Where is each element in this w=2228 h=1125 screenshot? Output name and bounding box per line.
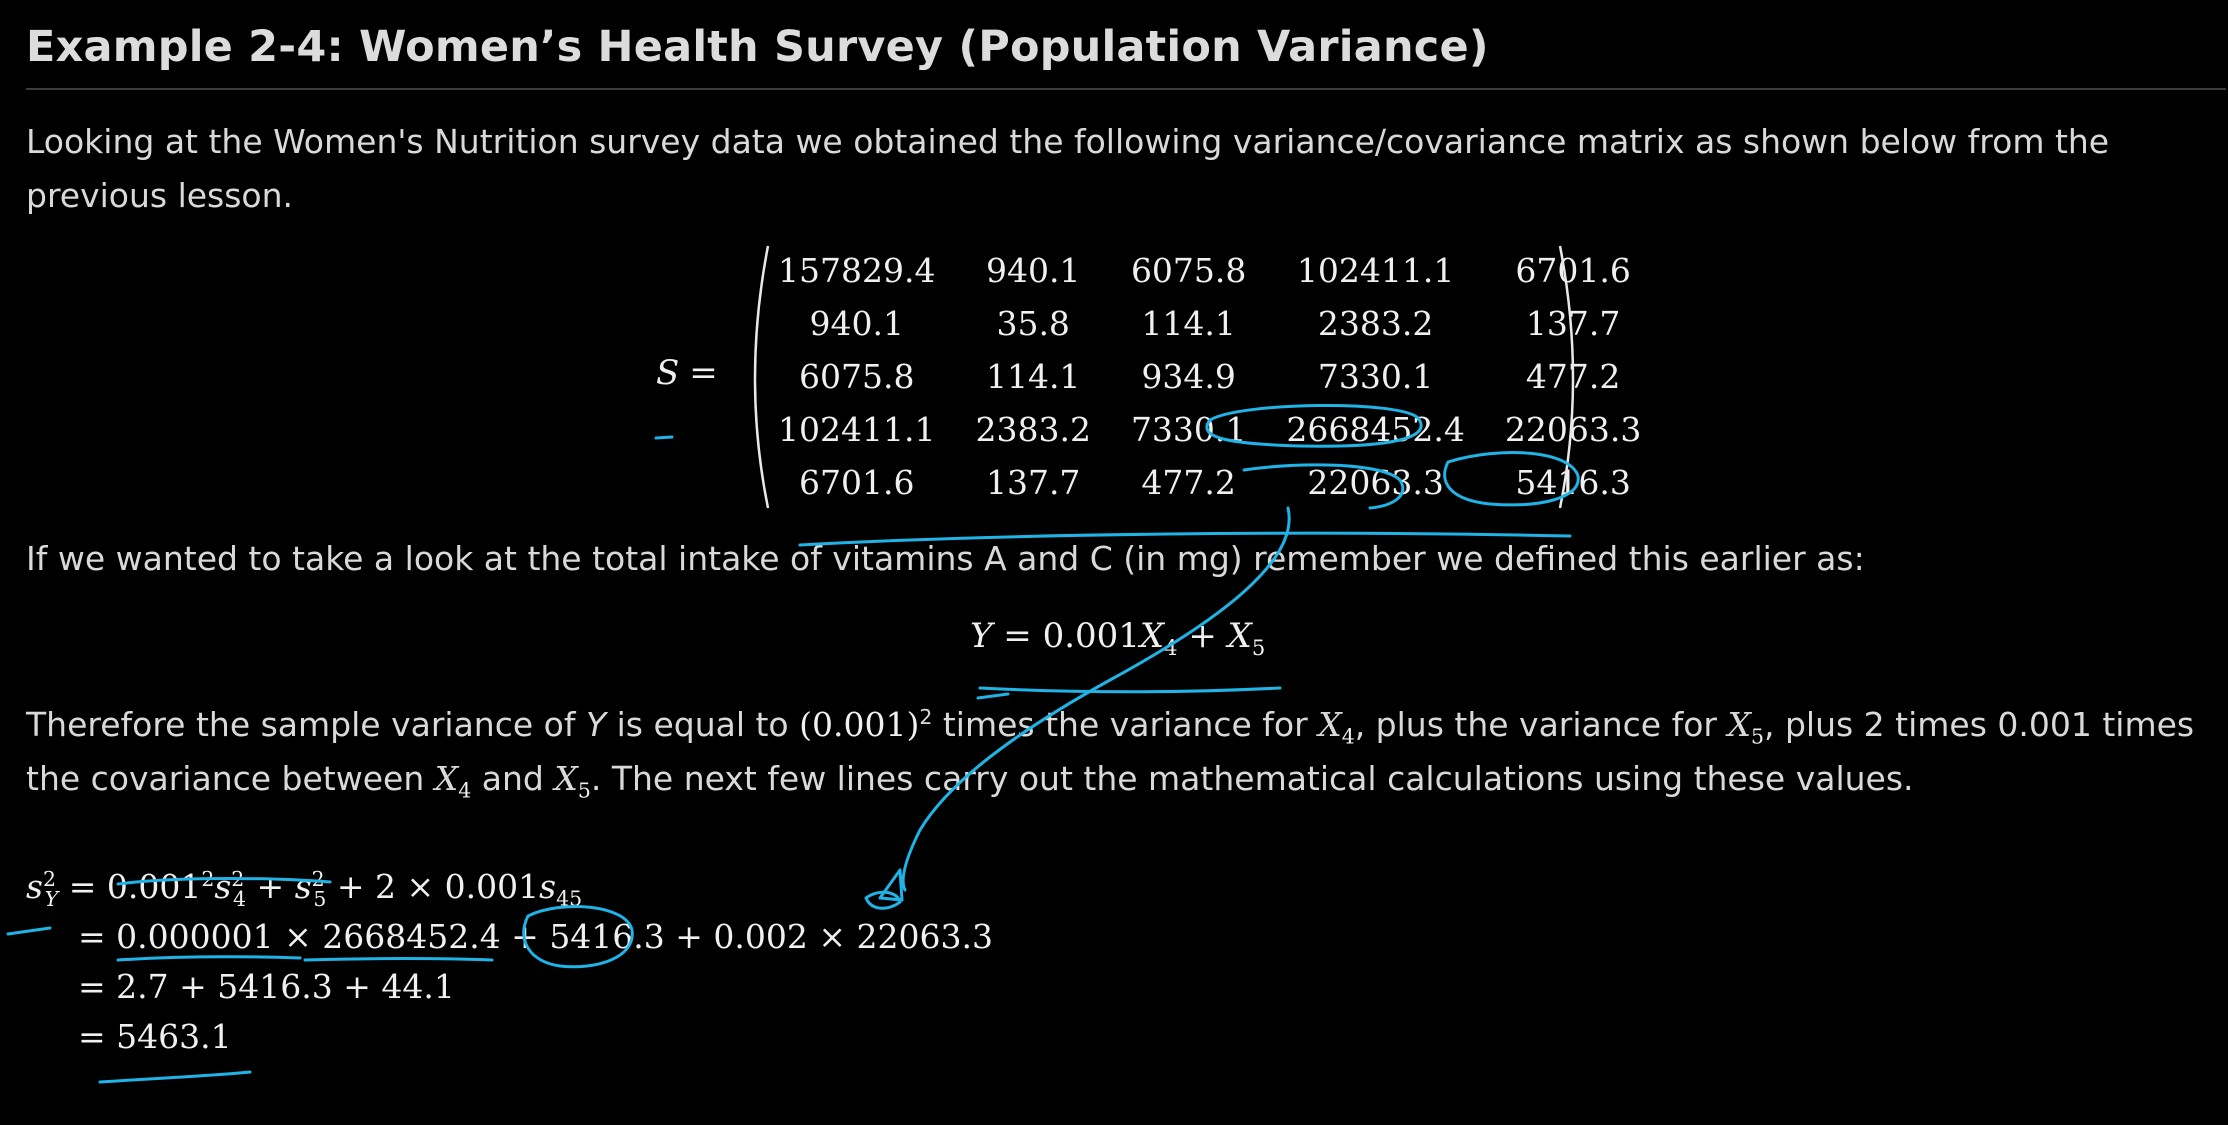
eq-y-x4: X xyxy=(1139,616,1165,656)
matrix-row: 157829.4 940.1 6075.8 102411.1 6701.6 xyxy=(758,244,1661,297)
page-title: Example 2-4: Women’s Health Survey (Popu… xyxy=(26,22,1489,72)
p3-coef: (0.001) xyxy=(799,705,920,744)
calc-coef-sup: 2 xyxy=(201,867,215,891)
calc-s5: s xyxy=(294,867,312,906)
matrix-cell: 114.1 xyxy=(1141,304,1236,343)
eq-y-plus: + xyxy=(1177,616,1228,656)
p3-text: times the variance for xyxy=(932,705,1319,744)
title-divider xyxy=(26,88,2226,90)
calc-line-2-text: = 0.000001 × 2668452.4 + 5416.3 + 0.002 … xyxy=(78,917,993,956)
calc-s5-sub: 5 xyxy=(313,886,327,911)
matrix-cell: 6701.6 xyxy=(1515,251,1631,290)
matrix-cell: 137.7 xyxy=(985,463,1081,502)
matrix-cell: 2383.2 xyxy=(975,410,1091,449)
right-paren xyxy=(1558,245,1575,509)
p3-text: Therefore the sample variance of xyxy=(26,705,586,744)
eq-y-coef: 0.001 xyxy=(1042,616,1140,656)
matrix-variable: S xyxy=(656,353,680,393)
p3-x4-sub: 4 xyxy=(1341,724,1355,749)
variance-paragraph: Therefore the sample variance of Y is eq… xyxy=(26,698,2216,806)
calc-s: s xyxy=(26,867,43,906)
vitamins-paragraph: If we wanted to take a look at the total… xyxy=(26,539,1865,578)
calc-rest: + 2 × 0.001 xyxy=(326,867,540,906)
calc-line-1: s2Y = 0.0012s24 + s25 + 2 × 0.001s45 xyxy=(26,862,993,912)
calc-s45-sub: 45 xyxy=(556,886,583,911)
matrix-cell: 6075.8 xyxy=(799,357,915,396)
left-paren xyxy=(753,245,770,509)
matrix-row: 940.1 35.8 114.1 2383.2 137.7 xyxy=(758,297,1661,350)
calc-s-sup: 2 xyxy=(42,867,56,891)
intro-paragraph: Looking at the Women's Nutrition survey … xyxy=(26,122,2110,215)
calc-plus: + xyxy=(246,867,295,906)
matrix-cell: 102411.1 xyxy=(1296,251,1455,290)
calc-eq: = xyxy=(58,867,107,906)
p3-x4: X xyxy=(1318,705,1342,744)
matrix-cell: 2383.2 xyxy=(1317,304,1434,343)
p3-x5: X xyxy=(1727,705,1751,744)
matrix-cell: 940.1 xyxy=(809,304,904,343)
eq-y-x5-sub: 5 xyxy=(1251,634,1266,660)
calc-line-4: = 5463.1 xyxy=(26,1012,993,1062)
p3-x5-sub: 5 xyxy=(1750,724,1764,749)
p3-coef-sup: 2 xyxy=(919,705,933,729)
p3-text: , plus the variance for xyxy=(1354,705,1728,744)
p3-cov-x5: X xyxy=(554,759,578,798)
calc-coef: 0.001 xyxy=(106,867,202,906)
matrix-cell: 940.1 xyxy=(985,251,1081,290)
p3-text: . The next few lines carry out the mathe… xyxy=(590,759,1914,798)
matrix-cell: 102411.1 xyxy=(778,410,936,449)
matrix-cell: 6075.8 xyxy=(1130,251,1247,290)
matrix-cell: 477.2 xyxy=(1141,463,1236,502)
p3-text: , plus 2 times 0.001 times the covarianc… xyxy=(26,705,2195,798)
matrix-cell: 157829.4 xyxy=(778,251,936,290)
calc-line-4-text: = 5463.1 xyxy=(78,1017,232,1056)
p3-text: is equal to xyxy=(606,705,800,744)
calc-line-3-text: = 2.7 + 5416.3 + 44.1 xyxy=(78,967,455,1006)
eq-y-equals: = xyxy=(992,616,1043,656)
matrix-row: 6075.8 114.1 934.9 7330.1 477.2 xyxy=(758,350,1661,403)
matrix-cell: 114.1 xyxy=(985,357,1081,396)
matrix-cell: 137.7 xyxy=(1525,304,1621,343)
equation-y: Y = 0.001X4 + X5 xyxy=(970,616,1265,658)
matrix-cell: 934.9 xyxy=(1141,357,1236,396)
eq-y-x5: X xyxy=(1227,616,1252,656)
matrix-cell: 6701.6 xyxy=(799,463,915,502)
calc-s-sub: Y xyxy=(44,886,59,911)
calc-line-2: = 0.000001 × 2668452.4 + 5416.3 + 0.002 … xyxy=(26,912,993,962)
calculation-block: s2Y = 0.0012s24 + s25 + 2 × 0.001s45 = 0… xyxy=(26,862,993,1062)
matrix-cell: 7330.1 xyxy=(1317,357,1434,396)
calc-s4-sub: 4 xyxy=(233,886,247,911)
matrix-label: S = xyxy=(656,353,718,393)
matrix-equals: = xyxy=(689,353,718,393)
p3-cov-x5-sub: 5 xyxy=(577,778,591,803)
p3-text: and xyxy=(471,759,555,798)
eq-y-lhs: Y xyxy=(970,616,993,656)
p3-var-y: Y xyxy=(585,705,607,744)
p3-cov-x4: X xyxy=(434,759,459,798)
calc-s45: s xyxy=(539,867,557,906)
matrix-cell: 35.8 xyxy=(996,304,1070,343)
p3-cov-x4-sub: 4 xyxy=(458,778,472,803)
calc-s4: s xyxy=(214,867,232,906)
calc-line-3: = 2.7 + 5416.3 + 44.1 xyxy=(26,962,993,1012)
eq-y-x4-sub: 4 xyxy=(1164,634,1178,660)
